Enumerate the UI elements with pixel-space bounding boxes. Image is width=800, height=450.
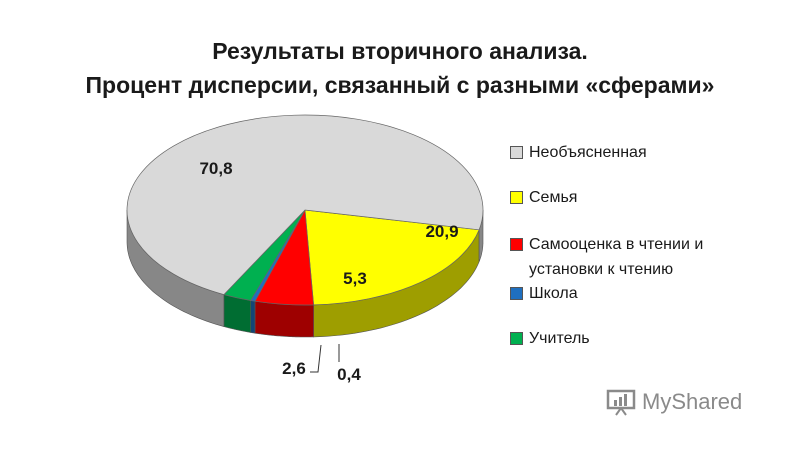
data-labels: 70,8 20,9 5,3 0,4 2,6 <box>199 159 458 384</box>
presentation-board-icon <box>606 389 636 416</box>
watermark-text: MyShared <box>642 389 743 414</box>
legend-item-school: Школа <box>510 281 779 306</box>
slice-school-side <box>250 300 256 334</box>
chart-title-line1: Результаты вторичного анализа. <box>212 38 588 64</box>
slice-family <box>304 209 480 306</box>
legend-label: Школа <box>529 285 578 302</box>
data-label-unexplained: 70,8 <box>199 159 232 178</box>
pie-sides <box>126 209 484 338</box>
legend-swatch <box>510 332 523 345</box>
legend-label: Учитель <box>529 330 590 347</box>
legend-label: Необъясненная <box>529 144 647 161</box>
legend-item-teacher: Учитель <box>510 326 779 351</box>
chart-title-line2: Процент дисперсии, связанный с разными «… <box>85 72 715 98</box>
legend-item-family: Семья <box>510 185 779 210</box>
legend-item-unexplained: Необъясненная <box>510 140 779 165</box>
legend-swatch <box>510 238 523 251</box>
data-label-family: 20,9 <box>425 222 458 241</box>
pie-tops <box>126 114 484 306</box>
slice-teacher-side <box>223 294 251 333</box>
slice-self-esteem-side <box>254 300 314 338</box>
leader-line-teacher <box>310 344 322 373</box>
chart-title: Результаты вторичного анализа. Процент д… <box>0 34 800 102</box>
legend-label: Самооценка в чтении и установки к чтению <box>529 236 704 278</box>
legend-item-self-esteem: Самооценка в чтении и установки к чтению <box>510 232 779 282</box>
data-label-school: 0,4 <box>337 365 361 384</box>
legend-swatch <box>510 191 523 204</box>
slice-unexplained <box>126 114 484 295</box>
data-label-teacher: 2,6 <box>282 359 306 378</box>
legend-label: Семья <box>529 189 578 206</box>
legend-swatch <box>510 287 523 300</box>
data-label-self-esteem: 5,3 <box>343 269 367 288</box>
watermark-logo: MyShared <box>606 388 742 416</box>
legend-swatch <box>510 146 523 159</box>
